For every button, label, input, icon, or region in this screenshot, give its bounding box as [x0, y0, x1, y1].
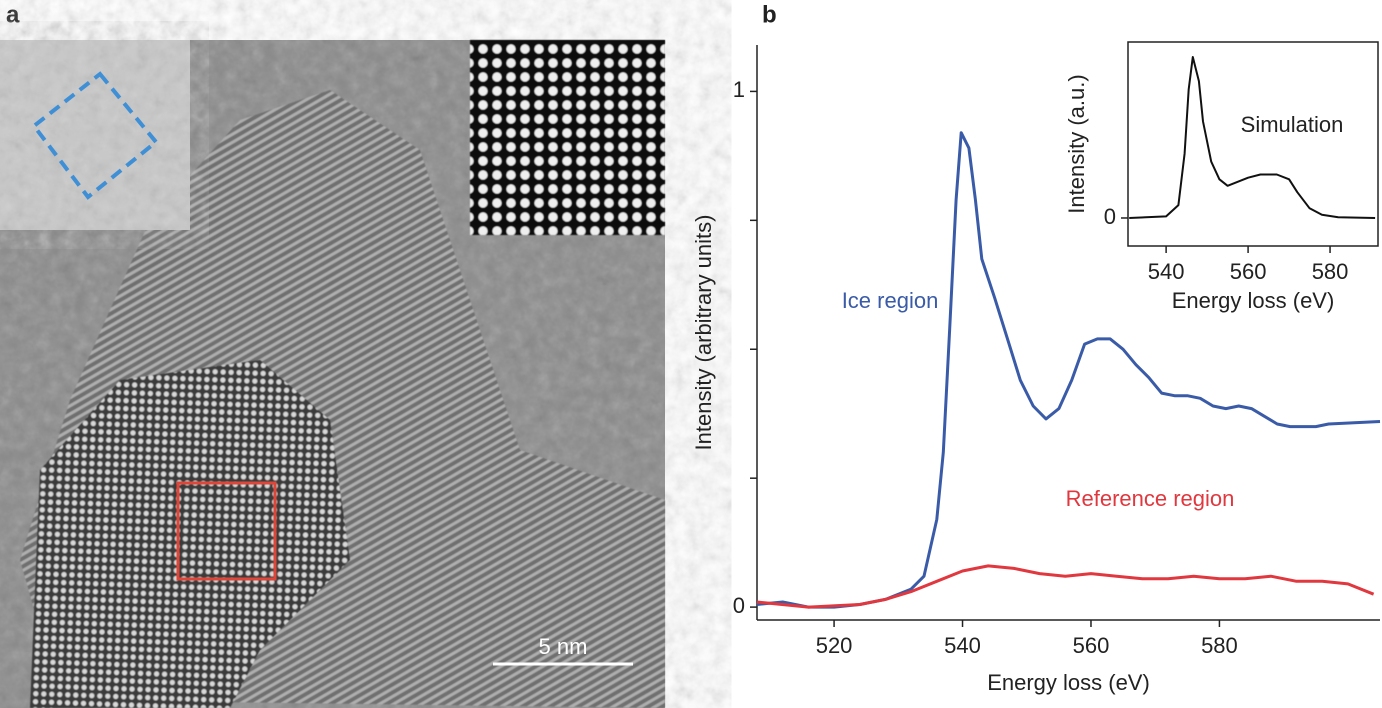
series-label: Ice region [842, 288, 939, 313]
y-tick-label: 0 [1104, 204, 1116, 229]
y-axis-label: Intensity (arbitrary units) [691, 215, 716, 451]
micrograph: 5 nm [0, 40, 665, 708]
panel-label: a [6, 1, 20, 28]
x-axis-label: Energy loss (eV) [987, 670, 1150, 695]
series-label: Simulation [1241, 112, 1344, 137]
x-axis-label: Energy loss (eV) [1172, 288, 1335, 313]
scale-bar-label: 5 nm [539, 634, 588, 659]
x-tick-label: 540 [944, 633, 981, 658]
data-line [756, 564, 1375, 609]
data-line [756, 131, 1381, 609]
x-tick-label: 540 [1148, 259, 1185, 284]
x-tick-label: 580 [1312, 259, 1349, 284]
y-tick-label: 1 [733, 77, 745, 102]
x-tick-label: 560 [1073, 633, 1110, 658]
x-tick-label: 520 [816, 633, 853, 658]
y-tick-label: 0 [733, 593, 745, 618]
series-label: Reference region [1066, 486, 1235, 511]
panel-label: b [762, 1, 777, 28]
data-line [1129, 56, 1376, 219]
x-tick-label: 560 [1230, 259, 1267, 284]
x-tick-label: 580 [1201, 633, 1238, 658]
y-axis-label: Intensity (a.u.) [1064, 74, 1089, 213]
plot-frame [1127, 41, 1379, 247]
